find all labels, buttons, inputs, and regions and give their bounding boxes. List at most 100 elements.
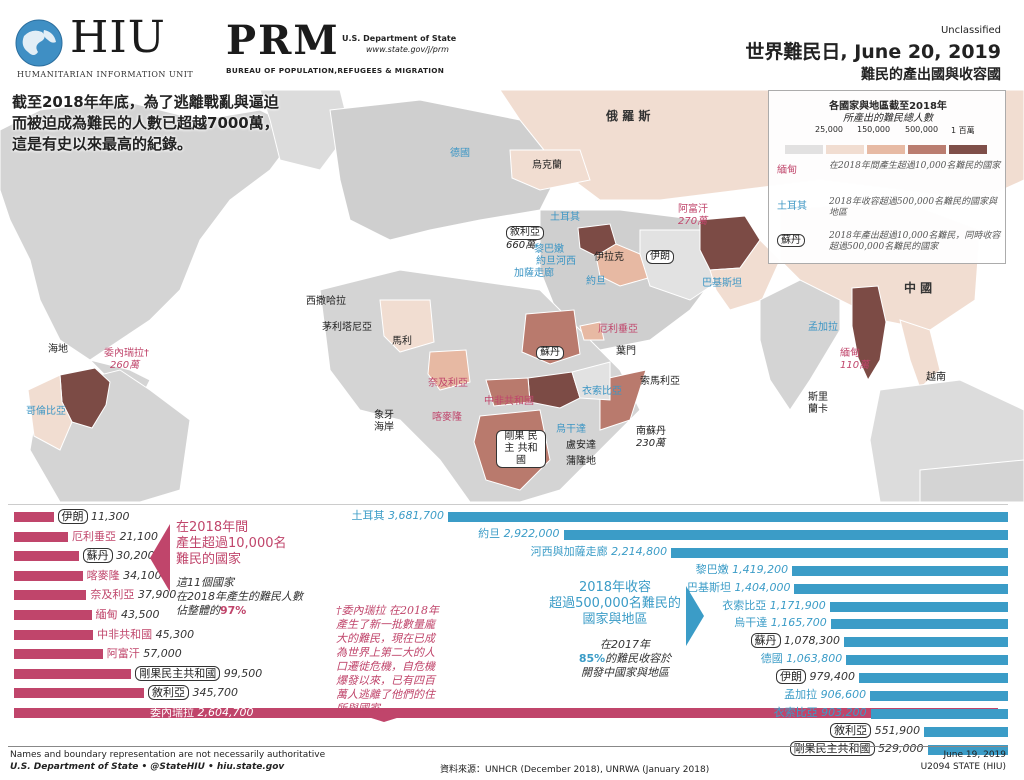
hiu-globe-logo [15, 19, 63, 67]
label-nigeria: 奈及利亞 [428, 378, 468, 389]
footer-disclaimer: Names and boundary representation are no… [10, 750, 326, 760]
label-afghanistan-value: 270萬 [678, 216, 708, 227]
label-syria-value: 660萬 [506, 240, 536, 251]
hosting-bar [859, 673, 1008, 684]
producing-bar [14, 590, 87, 601]
producing-bar [14, 649, 103, 660]
map-australia [919, 459, 1024, 502]
hosting-bar [448, 512, 1008, 522]
producing-bar-label: 中非共和國 45,300 [97, 627, 195, 641]
note-line: 超過500,000名難民的 [549, 596, 681, 611]
map-myanmar [851, 285, 887, 382]
note-line: 85%的難民收容於 [578, 652, 672, 665]
label-lebanon: 黎巴嫩 [534, 244, 564, 255]
label-gaza: 加薩走廊 [514, 268, 554, 279]
legend-swatch [826, 145, 864, 154]
label-pakistan: 巴基斯坦 [702, 278, 742, 289]
hosting-bar [829, 601, 1008, 612]
hosting-bar-label: 德國 1,063,800 [760, 652, 843, 666]
hosting-bar [830, 619, 1008, 630]
label-afghanistan: 阿富汗 [678, 204, 708, 215]
hosting-bar [844, 637, 1008, 648]
hosting-bar-label: 衣索比亞 1,171,900 [722, 598, 826, 612]
label-mauritania: 茅利塔尼亞 [322, 322, 372, 333]
producing-bar-label: 敘利亞 345,700 [148, 685, 238, 701]
producing-bar-label: 緬甸 43,500 [95, 608, 160, 621]
intro-line-2: 而被迫成為難民的人數已超越7000萬， [12, 114, 279, 132]
label-sri-lanka: 斯里 蘭卡 [808, 392, 828, 415]
producing-bar-label: 剛果民主共和國 99,500 [135, 665, 262, 681]
right-pointer-arrow [686, 586, 704, 646]
label-south-sudan-value: 230萬 [636, 438, 666, 449]
venezuela-note-arrow [352, 712, 416, 722]
label-cameroon: 喀麥隆 [432, 412, 462, 423]
producing-bar-label: 蘇丹 30,200 [82, 548, 155, 564]
label-sudan: 蘇丹 [536, 346, 564, 360]
hosting-bar-label: 巴基斯坦 1,404,000 [686, 580, 791, 594]
note-line: 在2017年 [600, 638, 650, 651]
label-drc: 剛果 民主 共和國 [496, 430, 546, 468]
producing-bar [14, 551, 79, 562]
hosting-bar-label: 伊朗 979,400 [776, 669, 855, 685]
label-mali: 馬利 [392, 336, 412, 347]
classification-mark: Unclassified [940, 25, 1001, 36]
hosting-bar [927, 744, 1008, 755]
hosting-bar-label: 河西與加薩走廊 2,214,800 [530, 544, 668, 558]
label-turkey: 土耳其 [550, 212, 580, 223]
label-cote-divoire: 象牙 海岸 [374, 410, 394, 433]
left-pointer-arrow [150, 524, 170, 592]
map-car [485, 377, 531, 407]
note-line: 在2018年間 [176, 520, 249, 535]
map-ukraine [509, 149, 591, 191]
producing-bar-label: 伊朗 11,300 [57, 509, 130, 524]
hosting-bar [563, 529, 1008, 540]
hosting-bar [846, 655, 1008, 666]
page-title: 世界難民日, June 20, 2019 [745, 41, 1001, 63]
producing-bar [14, 668, 132, 679]
label-south-sudan: 南蘇丹 [636, 426, 666, 437]
hosting-bar [794, 583, 1008, 594]
hiu-wordmark: HIU [70, 12, 166, 63]
prm-bureau: BUREAU OF POPULATION,REFUGEES & MIGRATIO… [226, 66, 445, 75]
producing-bar [14, 570, 83, 581]
note-line: 開發中國家與地區 [581, 666, 669, 679]
hosting-bar-label: 敘利亞 551,900 [830, 722, 920, 738]
note-line: 國家與地區 [582, 612, 648, 627]
intro-text: 截至2018年年底，為了逃離戰亂與逼迫 而被迫成為難民的人數已超越7000萬， … [12, 92, 279, 155]
label-venezuela: 委內瑞拉† [104, 348, 149, 359]
hosting-bar [870, 691, 1008, 701]
hosting-bar-label: 衣索比亞 903,200 [773, 705, 867, 719]
map-europe [329, 99, 561, 241]
label-uganda: 烏干達 [556, 424, 586, 435]
producing-bar [14, 610, 92, 620]
intro-line-3: 這是有史以來最高的紀錄。 [12, 135, 193, 153]
legend-swatch [908, 145, 946, 154]
page-subtitle: 難民的產出國與收容國 [861, 67, 1001, 83]
map-nigeria [427, 349, 471, 391]
hosting-bar [792, 565, 1008, 576]
producing-bar-label: 阿富汗 57,000 [106, 647, 182, 661]
legend-key: 土耳其 [777, 201, 807, 212]
note-line: 產生超過10,000名 [176, 536, 287, 551]
map-ethiopia [571, 361, 611, 401]
hosting-bar [671, 547, 1008, 558]
producing-note-body: 這11個國家 在2018年產生的難民人數 佔整體的97% [176, 576, 303, 618]
label-yemen: 葉門 [616, 346, 636, 357]
note-line: 2018年收容 [578, 580, 652, 595]
producing-bar [14, 708, 998, 718]
producing-bar [14, 629, 94, 640]
producing-bar [14, 688, 144, 699]
label-myanmar: 緬甸 [840, 348, 860, 359]
hosting-bar [870, 708, 1008, 719]
hosting-note-body: 在2017年 85%的難民收容於 開發中國家與地區 [570, 638, 680, 680]
label-germany: 德國 [450, 148, 470, 159]
legend-tick: 150,000 [857, 125, 891, 134]
label-eritrea: 厄利垂亞 [598, 324, 638, 335]
hosting-note-title: 2018年收容 超過500,000名難民的 國家與地區 [548, 580, 682, 628]
legend-key: 緬甸 [777, 165, 797, 176]
legend-swatch [949, 145, 987, 154]
prm-wordmark: PRM [226, 17, 340, 64]
label-colombia: 哥倫比亞 [26, 406, 66, 417]
legend-desc: 2018年產出超過10,000名難民，同時收容超過500,000名難民的國家 [829, 231, 1001, 252]
label-ukraine: 烏克蘭 [532, 160, 562, 171]
